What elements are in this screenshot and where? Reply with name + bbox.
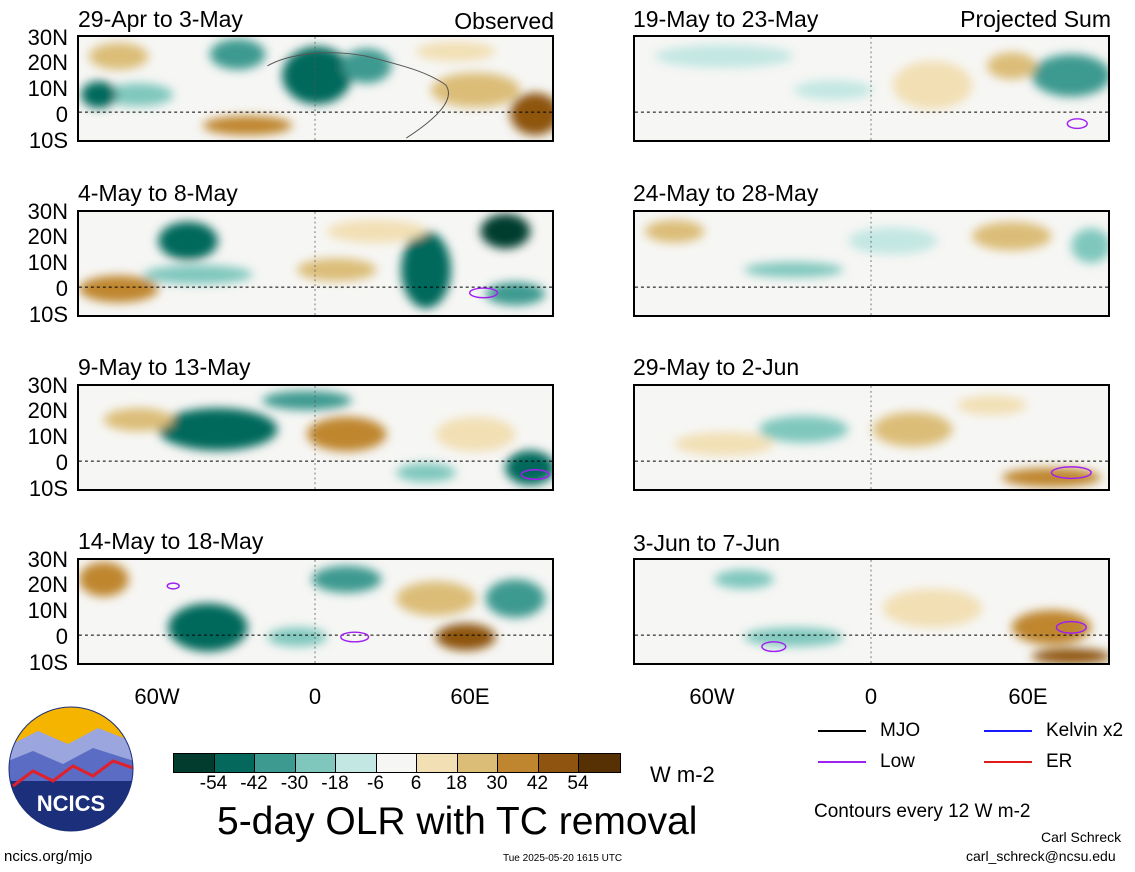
- lat-label: 30N: [27, 25, 68, 50]
- colorbar: [173, 753, 621, 773]
- lat-label: 20N: [27, 50, 68, 75]
- olr-map: [77, 35, 554, 142]
- colorbar-tick-label: 30: [486, 773, 508, 794]
- lat-label: 0: [55, 450, 68, 475]
- figure-title: 5-day OLR with TC removal: [217, 800, 698, 843]
- colorbar-swatch: [214, 754, 255, 772]
- colorbar-swatch: [579, 754, 620, 772]
- panel-title: 29-Apr to 3-May: [78, 6, 243, 32]
- lat-label: 0: [55, 276, 68, 301]
- olr-map: [633, 558, 1110, 665]
- legend-line: [818, 730, 866, 732]
- panel-label: Projected Sum: [960, 6, 1111, 32]
- colorbar-tick-label: -18: [321, 773, 349, 794]
- olr-map: [77, 558, 554, 665]
- colorbar-swatch: [457, 754, 498, 772]
- panel-label: Observed: [454, 8, 554, 34]
- colorbar-swatch: [295, 754, 336, 772]
- lat-label: 10S: [28, 650, 68, 675]
- colorbar-tick-label: 18: [445, 773, 468, 794]
- lat-label: 10S: [28, 476, 68, 501]
- lat-label: 20N: [27, 572, 68, 597]
- lat-label: 10S: [28, 302, 68, 327]
- legend-item-er: ER: [984, 751, 1072, 773]
- colorbar-tick-label: 42: [526, 773, 549, 794]
- legend-line: [818, 761, 866, 763]
- legend-line: [984, 761, 1032, 763]
- logo-text: NCICS: [37, 791, 105, 816]
- lat-label: 30N: [27, 547, 68, 572]
- panel-title: 9-May to 13-May: [78, 354, 251, 380]
- lat-label: 20N: [27, 224, 68, 249]
- lon-label: 0: [864, 684, 878, 709]
- lat-label: 20N: [27, 398, 68, 423]
- olr-map: [77, 210, 554, 317]
- footer-author: Carl Schreck: [1041, 829, 1122, 845]
- colorbar-swatch: [498, 754, 539, 772]
- colorbar-tick-label: 6: [410, 773, 422, 794]
- colorbar-tick-label: -30: [280, 773, 309, 794]
- footer-url: ncics.org/mjo: [4, 848, 93, 865]
- colorbar-swatch: [538, 754, 579, 772]
- colorbar-swatch: [376, 754, 417, 772]
- lat-label: 10S: [28, 128, 68, 153]
- colorbar-swatch: [417, 754, 458, 772]
- legend-label: ER: [1046, 751, 1073, 772]
- olr-map: [633, 384, 1110, 491]
- olr-map: [633, 35, 1110, 142]
- legend-label: Kelvin x2: [1046, 720, 1124, 741]
- lat-label: 0: [55, 624, 68, 649]
- colorbar-swatch: [336, 754, 377, 772]
- lon-label: 60W: [134, 684, 180, 709]
- legend-item-mjo: MJO: [818, 720, 920, 742]
- panel-title: 29-May to 2-Jun: [633, 354, 800, 380]
- units-label: W m-2: [650, 762, 715, 787]
- olr-map: [633, 210, 1110, 317]
- panel-title: 3-Jun to 7-Jun: [633, 530, 781, 556]
- legend-label: MJO: [880, 720, 921, 741]
- colorbar-tick-label: -6: [367, 773, 384, 794]
- colorbar-tick-label: -42: [240, 773, 268, 794]
- lat-label: 30N: [27, 373, 68, 398]
- colorbar-tick-label: 54: [567, 773, 589, 794]
- panel-title: 14-May to 18-May: [78, 528, 264, 554]
- lat-label: 10N: [27, 250, 68, 275]
- ncics-logo: NCICS: [8, 706, 134, 832]
- lon-label: 60W: [689, 684, 735, 709]
- lat-label: 10N: [27, 424, 68, 449]
- olr-map: [77, 384, 554, 491]
- footer-timestamp: Tue 2025-05-20 1615 UTC: [503, 853, 623, 864]
- lon-label: 60E: [1008, 684, 1048, 709]
- lat-label: 0: [55, 102, 68, 127]
- lat-label: 10N: [27, 598, 68, 623]
- colorbar-tick-label: -54: [199, 773, 228, 794]
- legend-label: Low: [880, 751, 915, 772]
- lon-label: 60E: [450, 684, 490, 709]
- panel-title: 19-May to 23-May: [633, 6, 819, 32]
- footer-email: carl_schreck@ncsu.edu: [966, 848, 1116, 864]
- lat-label: 10N: [27, 76, 68, 101]
- panel-title: 24-May to 28-May: [633, 180, 819, 206]
- lat-label: 30N: [27, 199, 68, 224]
- lon-label: 0: [308, 684, 322, 709]
- panel-title: 4-May to 8-May: [78, 180, 238, 206]
- legend-line: [984, 730, 1032, 732]
- legend-item-low: Low: [818, 751, 915, 773]
- colorbar-swatch: [255, 754, 296, 772]
- colorbar-swatch: [174, 754, 215, 772]
- contour-note: Contours every 12 W m-2: [814, 801, 1031, 822]
- legend-item-kelvin: Kelvin x2: [984, 720, 1123, 742]
